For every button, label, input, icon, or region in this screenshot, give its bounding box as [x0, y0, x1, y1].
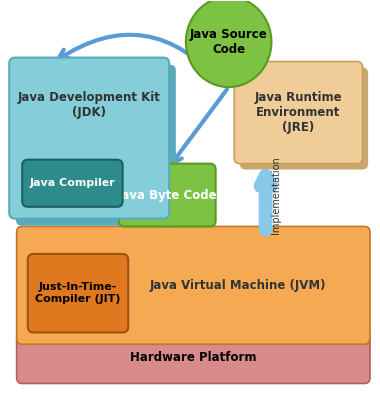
- Text: Java Source
Code: Java Source Code: [190, 28, 268, 56]
- Text: Java Development Kit
(JDK): Java Development Kit (JDK): [18, 91, 161, 119]
- FancyBboxPatch shape: [16, 65, 176, 226]
- Text: Java Virtual Machine (JVM): Java Virtual Machine (JVM): [150, 279, 326, 292]
- FancyBboxPatch shape: [119, 164, 215, 227]
- FancyBboxPatch shape: [9, 58, 169, 219]
- Text: Hardware Platform: Hardware Platform: [130, 351, 256, 364]
- Text: Implementation: Implementation: [271, 156, 281, 234]
- FancyBboxPatch shape: [234, 61, 363, 164]
- Text: Java Runtime
Environment
(JRE): Java Runtime Environment (JRE): [255, 91, 342, 134]
- Circle shape: [186, 0, 271, 87]
- FancyBboxPatch shape: [17, 333, 370, 383]
- Text: Just-In-Time-
Compiler (JIT): Just-In-Time- Compiler (JIT): [35, 282, 121, 304]
- FancyBboxPatch shape: [17, 227, 370, 344]
- FancyBboxPatch shape: [22, 160, 123, 207]
- FancyBboxPatch shape: [240, 67, 368, 169]
- Text: Java Byte Code: Java Byte Code: [117, 189, 217, 202]
- Text: Java Compiler: Java Compiler: [30, 178, 115, 188]
- FancyBboxPatch shape: [28, 254, 128, 333]
